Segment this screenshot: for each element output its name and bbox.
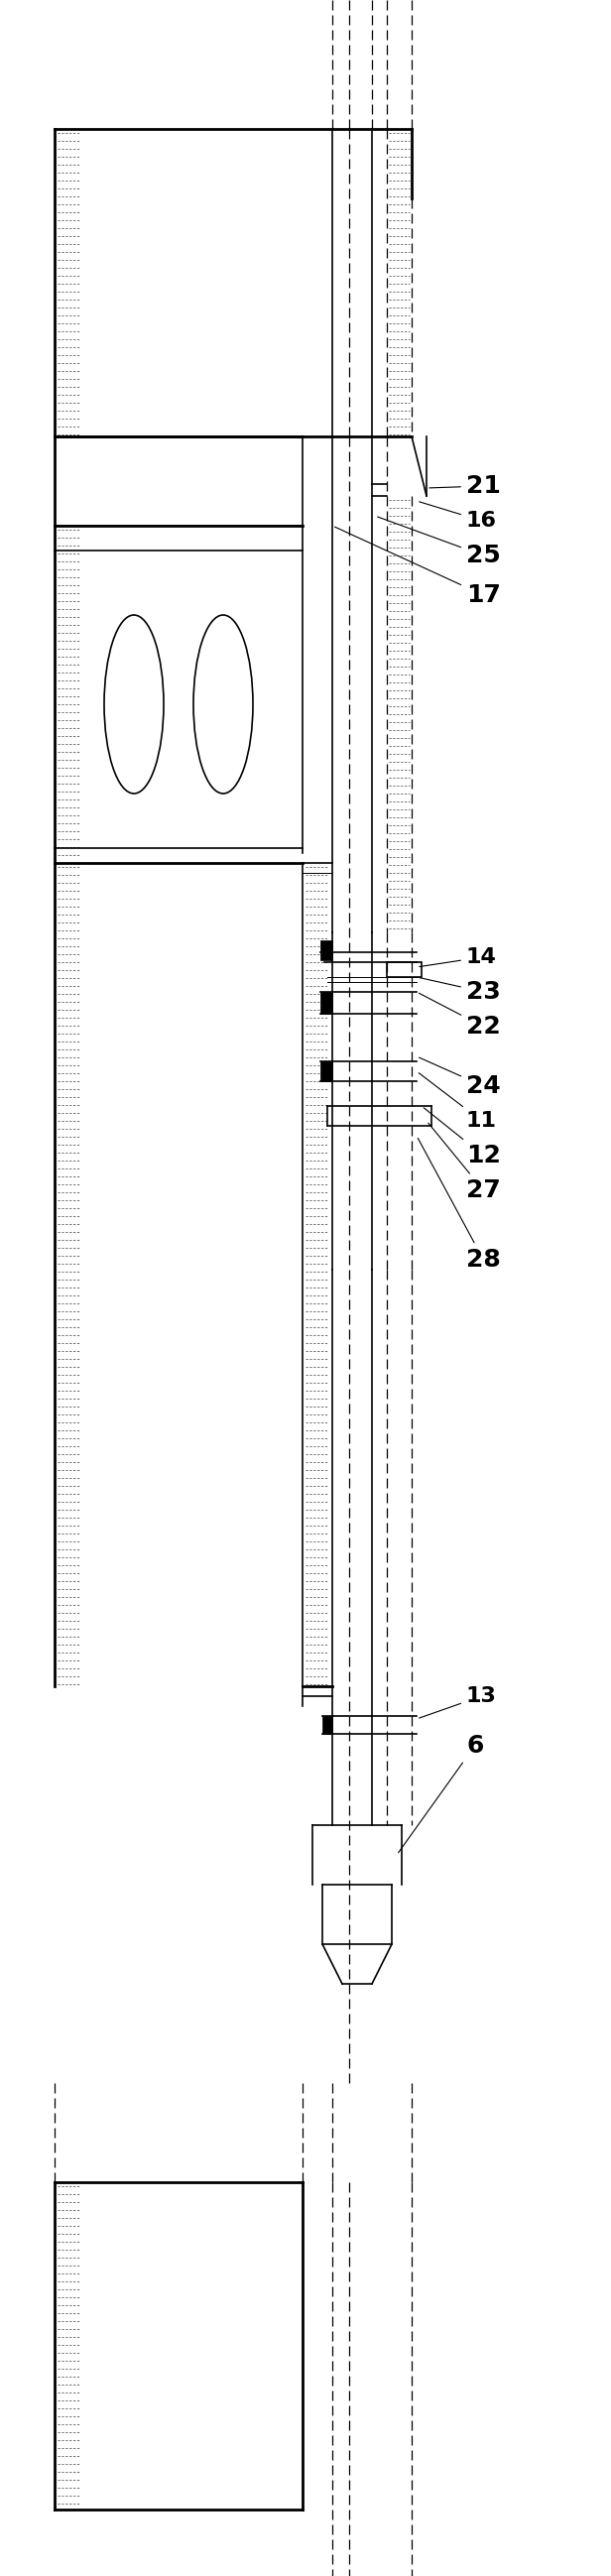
Bar <box>320 940 332 961</box>
Text: 22: 22 <box>419 994 500 1038</box>
Ellipse shape <box>104 616 164 793</box>
Text: 23: 23 <box>419 979 500 1005</box>
Bar <box>320 1061 332 1082</box>
Text: 17: 17 <box>335 528 501 608</box>
Bar <box>320 992 332 1015</box>
Text: 28: 28 <box>418 1139 500 1273</box>
Text: 6: 6 <box>398 1734 483 1852</box>
Text: 12: 12 <box>423 1108 501 1167</box>
Text: 16: 16 <box>419 502 497 531</box>
Bar <box>387 963 422 976</box>
Text: 25: 25 <box>378 518 500 567</box>
Text: 27: 27 <box>428 1123 500 1203</box>
Text: 21: 21 <box>430 474 501 497</box>
Text: 11: 11 <box>419 1074 497 1131</box>
Ellipse shape <box>194 616 253 793</box>
Text: 14: 14 <box>419 948 497 966</box>
Text: 13: 13 <box>419 1687 497 1718</box>
Text: 24: 24 <box>419 1059 500 1097</box>
Bar <box>323 1716 332 1734</box>
